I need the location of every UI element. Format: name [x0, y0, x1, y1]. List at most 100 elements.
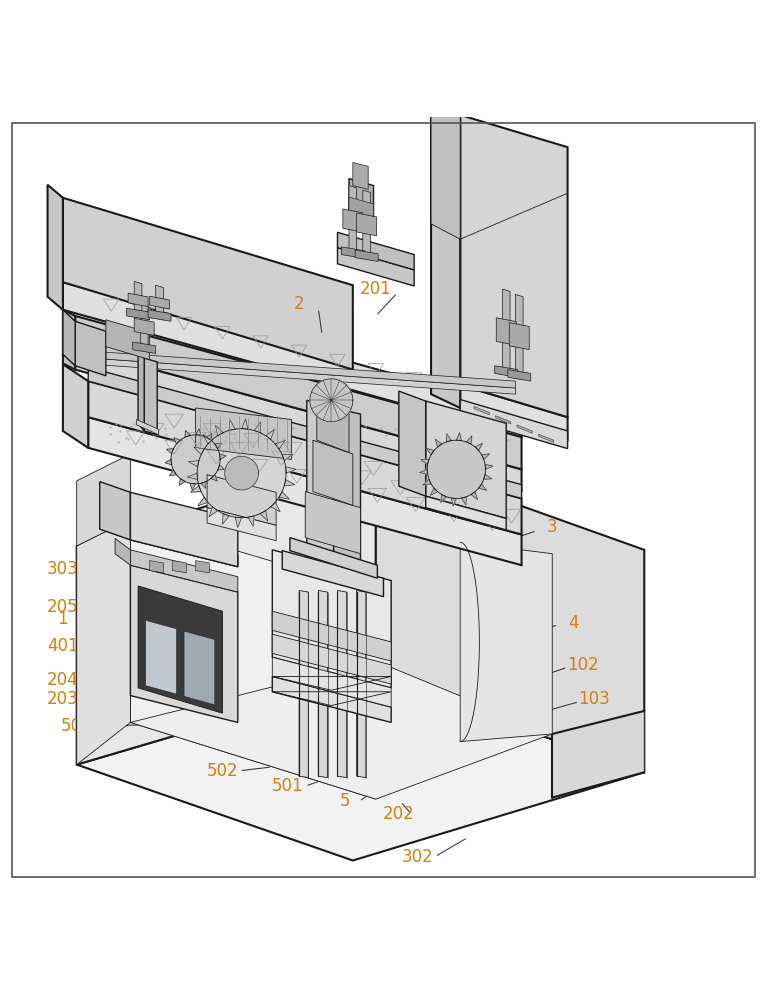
- Polygon shape: [282, 551, 384, 597]
- Polygon shape: [190, 483, 196, 490]
- Polygon shape: [134, 318, 154, 335]
- Polygon shape: [130, 492, 238, 567]
- Polygon shape: [219, 454, 226, 459]
- Polygon shape: [218, 465, 225, 470]
- Polygon shape: [134, 281, 142, 318]
- Polygon shape: [133, 342, 156, 354]
- Polygon shape: [451, 498, 456, 506]
- Polygon shape: [229, 420, 235, 430]
- Polygon shape: [484, 474, 492, 479]
- Polygon shape: [310, 379, 353, 422]
- Polygon shape: [485, 464, 493, 469]
- Polygon shape: [420, 469, 428, 474]
- Polygon shape: [279, 492, 289, 499]
- Polygon shape: [285, 479, 295, 486]
- Text: 4: 4: [568, 614, 579, 632]
- Polygon shape: [538, 434, 554, 442]
- Polygon shape: [81, 350, 515, 388]
- Polygon shape: [508, 370, 531, 381]
- Polygon shape: [170, 470, 176, 476]
- Text: 502: 502: [206, 762, 239, 780]
- Polygon shape: [254, 422, 261, 433]
- Polygon shape: [138, 350, 144, 431]
- Polygon shape: [376, 454, 644, 772]
- Polygon shape: [430, 488, 438, 495]
- Polygon shape: [77, 454, 130, 546]
- Text: 5: 5: [340, 792, 351, 810]
- Polygon shape: [216, 425, 223, 436]
- Polygon shape: [272, 611, 391, 661]
- Polygon shape: [460, 115, 568, 417]
- Polygon shape: [285, 467, 296, 473]
- Polygon shape: [357, 591, 366, 778]
- Polygon shape: [502, 289, 510, 376]
- Polygon shape: [307, 400, 334, 577]
- Text: 302: 302: [402, 848, 434, 866]
- Polygon shape: [515, 294, 523, 380]
- Polygon shape: [48, 185, 63, 310]
- Polygon shape: [128, 293, 148, 307]
- Polygon shape: [431, 101, 460, 239]
- Polygon shape: [357, 213, 377, 236]
- Polygon shape: [148, 310, 171, 321]
- Polygon shape: [206, 433, 212, 440]
- Text: 301: 301: [515, 579, 547, 597]
- Polygon shape: [517, 425, 532, 433]
- Polygon shape: [423, 479, 431, 485]
- Polygon shape: [185, 430, 190, 437]
- Polygon shape: [150, 561, 163, 573]
- Polygon shape: [77, 519, 130, 765]
- Polygon shape: [88, 367, 522, 498]
- Polygon shape: [353, 163, 368, 189]
- Polygon shape: [334, 408, 360, 582]
- Polygon shape: [115, 538, 130, 565]
- Text: 103: 103: [578, 690, 611, 708]
- Polygon shape: [63, 310, 75, 366]
- Polygon shape: [127, 308, 150, 320]
- Polygon shape: [171, 435, 220, 484]
- Polygon shape: [446, 434, 451, 442]
- Polygon shape: [260, 511, 268, 521]
- Polygon shape: [337, 591, 347, 778]
- Polygon shape: [427, 440, 486, 498]
- Polygon shape: [275, 441, 285, 449]
- Text: 401: 401: [47, 637, 79, 655]
- Polygon shape: [174, 438, 180, 444]
- Polygon shape: [130, 661, 552, 799]
- Text: 202: 202: [383, 805, 415, 823]
- Polygon shape: [456, 433, 462, 441]
- Polygon shape: [248, 516, 254, 526]
- Polygon shape: [81, 357, 515, 394]
- Polygon shape: [130, 565, 238, 722]
- Text: 501: 501: [272, 777, 304, 795]
- Text: 203: 203: [47, 690, 79, 708]
- Polygon shape: [482, 454, 490, 459]
- Polygon shape: [63, 310, 75, 370]
- Polygon shape: [63, 198, 353, 370]
- Polygon shape: [337, 232, 414, 270]
- Polygon shape: [460, 385, 568, 440]
- Polygon shape: [211, 475, 217, 481]
- Polygon shape: [194, 447, 204, 455]
- Polygon shape: [272, 657, 391, 707]
- Polygon shape: [337, 248, 414, 286]
- Polygon shape: [426, 496, 506, 530]
- Polygon shape: [355, 250, 378, 261]
- Polygon shape: [184, 631, 215, 705]
- Polygon shape: [349, 197, 374, 219]
- Polygon shape: [144, 358, 157, 435]
- Polygon shape: [343, 209, 363, 232]
- Polygon shape: [88, 417, 522, 565]
- Polygon shape: [509, 323, 529, 350]
- Polygon shape: [150, 296, 170, 309]
- Text: 201: 201: [360, 280, 392, 298]
- Polygon shape: [198, 497, 208, 506]
- Polygon shape: [272, 676, 391, 722]
- Polygon shape: [77, 676, 644, 860]
- Polygon shape: [466, 436, 472, 444]
- Polygon shape: [166, 449, 173, 454]
- Polygon shape: [130, 519, 376, 799]
- Polygon shape: [426, 448, 434, 455]
- Polygon shape: [460, 400, 568, 449]
- Polygon shape: [197, 429, 286, 518]
